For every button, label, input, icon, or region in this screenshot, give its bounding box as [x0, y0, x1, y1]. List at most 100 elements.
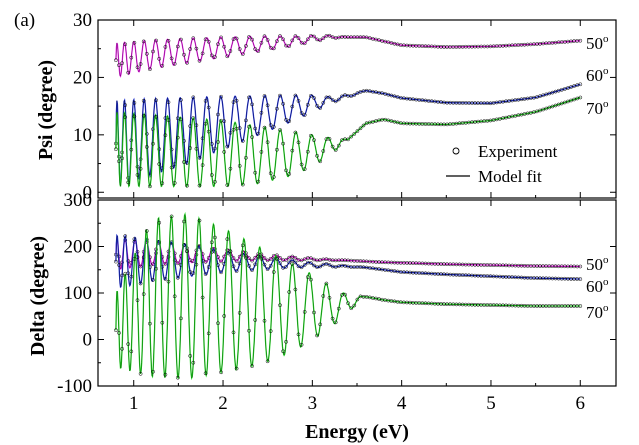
psi-experiment-point	[185, 60, 189, 65]
psi-experiment-point	[321, 149, 326, 153]
psi-experiment-point	[578, 95, 583, 100]
delta-y-axis-title: Delta (degree)	[27, 236, 49, 356]
psi-experiment-point	[302, 167, 307, 171]
delta-experiment-point	[324, 281, 329, 286]
psi-experiment-point	[312, 138, 316, 142]
psi-experiment-point	[333, 148, 338, 152]
delta-label-60: 60o	[586, 276, 609, 296]
psi-experiment-point	[299, 162, 304, 167]
psi-experiment-point	[209, 53, 214, 58]
psi-experiment-point	[262, 94, 267, 98]
delta-series-70-model-fit	[115, 213, 581, 379]
psi-experiment-point	[262, 125, 267, 130]
psi-experiment-point	[203, 37, 208, 42]
psi-experiment-point	[256, 49, 261, 53]
delta-experiment-point	[219, 259, 223, 264]
psi-experiment-point	[203, 99, 208, 103]
psi-experiment-point	[175, 44, 180, 49]
delta-ytick-label: 100	[64, 283, 93, 304]
psi-experiment-point	[259, 40, 264, 45]
psi-experiment-point	[355, 91, 360, 96]
psi-experiment-point	[256, 179, 261, 184]
psi-experiment-point	[281, 101, 285, 106]
psi-experiment-point	[287, 119, 292, 123]
delta-experiment-point	[191, 271, 196, 275]
panel-label: (a)	[14, 10, 35, 31]
delta-experiment-point	[346, 301, 350, 306]
psi-experiment-point	[287, 172, 292, 176]
psi-experiment-point	[361, 123, 366, 128]
psi-experiment-point	[312, 34, 316, 39]
psi-panel: 0 10 20 30 Psi (degree) 50o 60o 70o Experim…	[35, 10, 617, 203]
legend-fit-label: Model fit	[478, 167, 542, 186]
psi-experiment-point	[293, 130, 298, 135]
psi-experiment-point	[185, 183, 189, 188]
psi-experiment-point	[336, 97, 341, 102]
delta-panel: -100 0 100 200 300 1 2 3 4 5 6 Delta (degree) Ener…	[27, 190, 617, 443]
psi-experiment-point	[188, 47, 193, 51]
psi-experiment-point	[268, 123, 273, 127]
psi-ytick-label: 20	[73, 67, 92, 88]
psi-experiment-point	[305, 149, 310, 154]
delta-experiment-point	[138, 371, 143, 376]
psi-experiment-point	[250, 102, 254, 107]
delta-experiment-point	[336, 306, 341, 311]
psi-plot-area	[114, 33, 583, 189]
psi-experiment-point	[123, 42, 128, 47]
psi-experiment-point	[151, 49, 155, 54]
psi-experiment-point	[284, 117, 288, 122]
psi-ytick-label: 10	[73, 125, 92, 146]
psi-experiment-point	[293, 93, 298, 98]
delta-experiment-point	[312, 263, 316, 268]
psi-experiment-point	[293, 34, 298, 38]
psi-experiment-point	[144, 51, 149, 56]
psi-experiment-point	[213, 179, 217, 184]
psi-experiment-point	[154, 38, 158, 43]
psi-experiment-point	[262, 34, 267, 39]
delta-experiment-point	[330, 316, 335, 321]
psi-experiment-point	[154, 114, 158, 119]
delta-ytick-label: 0	[83, 330, 93, 351]
psi-experiment-point	[148, 184, 152, 189]
psi-experiment-point	[191, 116, 196, 120]
delta-ytick-label: -100	[57, 376, 92, 397]
delta-experiment-point	[333, 320, 338, 325]
psi-experiment-point	[169, 56, 174, 61]
psi-series-70-model-fit	[115, 97, 581, 187]
psi-series-50-data	[115, 34, 581, 78]
delta-experiment-point	[203, 272, 208, 276]
delta-experiment-point	[268, 263, 273, 268]
legend: Experiment Model fit	[446, 142, 558, 186]
delta-frame	[97, 199, 617, 387]
psi-experiment-point	[275, 39, 279, 44]
psi-experiment-point	[157, 56, 162, 61]
delta-experiment-point	[163, 261, 168, 266]
delta-label-50: 50o	[586, 254, 609, 274]
psi-experiment-point	[358, 126, 363, 131]
psi-experiment-point	[278, 128, 282, 132]
delta-experiment-point	[287, 255, 292, 260]
delta-experiment-point	[253, 262, 258, 267]
delta-experiment-point	[250, 268, 254, 272]
delta-experiment-point	[213, 249, 217, 254]
psi-experiment-point	[327, 33, 332, 38]
psi-experiment-point	[225, 144, 230, 149]
delta-xtick-label: 6	[576, 393, 586, 414]
psi-experiment-point	[225, 54, 230, 59]
psi-experiment-point	[219, 94, 223, 99]
delta-experiment-point	[175, 261, 180, 266]
delta-experiment-point	[318, 322, 323, 327]
delta-ytick-label: 300	[64, 190, 93, 211]
psi-experiment-point	[197, 58, 202, 63]
psi-experiment-point	[135, 65, 140, 70]
psi-experiment-point	[253, 47, 258, 51]
psi-experiment-point	[216, 42, 220, 47]
psi-experiment-point	[271, 175, 276, 179]
psi-experiment-point	[309, 93, 313, 98]
delta-experiment-point	[293, 255, 298, 260]
delta-series-70-experiment	[114, 214, 583, 380]
psi-experiment-point	[154, 98, 158, 103]
psi-label-60: 60o	[586, 65, 609, 85]
delta-label-70: 70o	[586, 302, 609, 322]
delta-experiment-point	[327, 263, 332, 267]
